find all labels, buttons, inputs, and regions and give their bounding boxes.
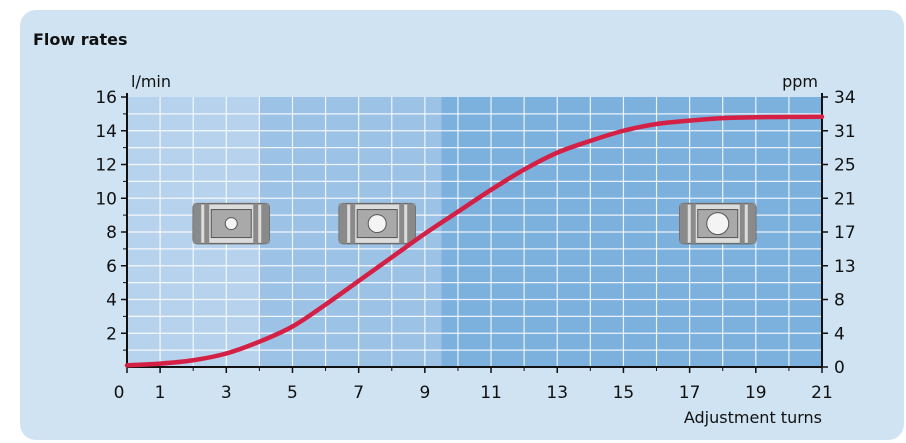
y-tick-label-left: 4: [106, 291, 117, 311]
y-tick-label-right: 21: [834, 189, 856, 209]
valve-closed-icon: [192, 202, 270, 245]
y-tick-label-left: 6: [106, 257, 117, 277]
x-tick-label: 0: [114, 383, 125, 403]
flow-rate-line: [124, 114, 825, 368]
y-tick-label-left: 12: [95, 156, 117, 176]
y-axis-label-left: l/min: [131, 72, 171, 91]
x-tick-label: 19: [745, 383, 767, 403]
x-tick-label: 15: [613, 383, 635, 403]
x-tick-label: 9: [419, 383, 430, 403]
y-axis-label-right: ppm: [782, 72, 818, 91]
x-tick-label: 1: [155, 383, 166, 403]
x-tick-label: 11: [480, 383, 502, 403]
x-tick-label: 3: [221, 383, 232, 403]
x-tick-label: 7: [353, 383, 364, 403]
y-tick-label-right: 8: [834, 291, 845, 311]
y-tick-label-right: 34: [834, 88, 856, 108]
y-tick-label-right: 0: [834, 358, 845, 378]
x-tick-label: 13: [546, 383, 568, 403]
y-tick-label-left: 8: [106, 223, 117, 243]
y-tick-label-left: 10: [95, 189, 117, 209]
x-axis-label: Adjustment turns: [684, 408, 822, 427]
chart-title: Flow rates: [33, 30, 128, 49]
y-tick-label-right: 31: [834, 122, 856, 142]
y-tick-label-left: 14: [95, 122, 117, 142]
y-tick-label-right: 17: [834, 223, 856, 243]
valve-partly-open-icon: [338, 202, 416, 245]
x-tick-label: 17: [679, 383, 701, 403]
y-tick-label-left: 16: [95, 88, 117, 108]
y-tick-label-right: 25: [834, 156, 856, 176]
x-tick-label: 21: [811, 383, 833, 403]
y-tick-label-right: 13: [834, 257, 856, 277]
y-tick-label-right: 4: [834, 324, 845, 344]
y-tick-label-left: 2: [106, 324, 117, 344]
x-tick-label: 5: [287, 383, 298, 403]
valve-open-icon: [679, 202, 757, 245]
